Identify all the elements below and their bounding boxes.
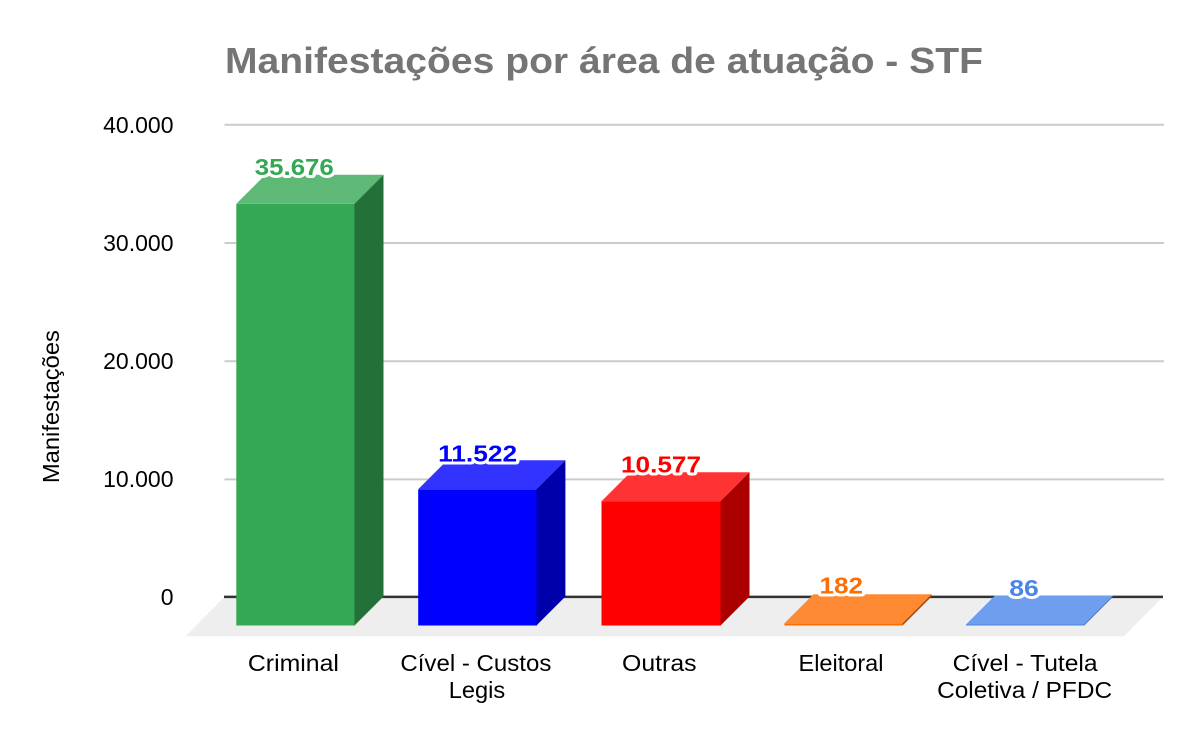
svg-text:Cível - Tutela: Cível - Tutela <box>953 650 1098 676</box>
svg-text:Outras: Outras <box>622 650 697 676</box>
svg-text:Manifestações por área de atua: Manifestações por área de atuação - STF <box>225 40 983 81</box>
svg-text:10.577: 10.577 <box>621 452 701 478</box>
svg-text:Coletiva / PFDC: Coletiva / PFDC <box>937 677 1112 703</box>
svg-text:20.000: 20.000 <box>103 348 173 374</box>
svg-text:10.000: 10.000 <box>103 466 173 492</box>
svg-text:Manifestações: Manifestações <box>38 330 64 483</box>
svg-text:182: 182 <box>820 572 864 598</box>
svg-text:40.000: 40.000 <box>103 112 173 138</box>
svg-text:Eleitoral: Eleitoral <box>799 650 884 676</box>
svg-text:30.000: 30.000 <box>103 230 173 256</box>
svg-text:11.522: 11.522 <box>438 440 517 466</box>
svg-text:Criminal: Criminal <box>248 650 339 676</box>
svg-text:86: 86 <box>1009 575 1039 601</box>
svg-text:Legis: Legis <box>449 677 506 703</box>
svg-text:0: 0 <box>161 584 174 610</box>
svg-text:Cível - Custos: Cível - Custos <box>400 650 551 676</box>
svg-text:35.676: 35.676 <box>255 154 334 180</box>
